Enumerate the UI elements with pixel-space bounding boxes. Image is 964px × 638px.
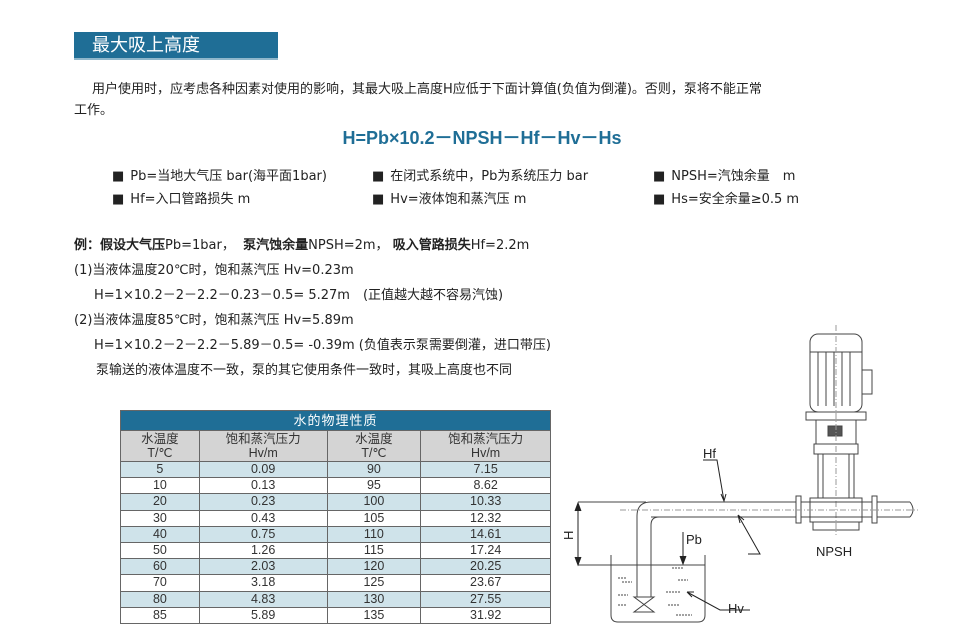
table-row: 85 5.89 135 31.92 <box>120 606 551 624</box>
table-cell: 2.03 <box>198 558 328 576</box>
table-cell: 3.18 <box>198 574 328 592</box>
pb-label: Pb <box>686 532 702 547</box>
table-cell: 14.61 <box>420 525 551 543</box>
table-cell: 60 <box>120 558 200 576</box>
table-cell: 4.83 <box>198 590 328 608</box>
value: NPSH=2m， <box>308 238 389 253</box>
value: Pb=1bar， <box>165 238 235 253</box>
table-cell: 10 <box>120 477 200 495</box>
table-cell: 80 <box>120 590 200 608</box>
dimension-arrows <box>574 459 761 611</box>
table-row: 20 0.23 100 10.33 <box>120 493 551 511</box>
table-cell: 130 <box>326 590 422 608</box>
npsh-label: NPSH <box>816 544 852 559</box>
table-caption: 水的物理性质 <box>120 410 551 431</box>
example-assumptions: 例：假设大气压Pb=1bar， 泵汽蚀余量NPSH=2m， 吸入管路损失Hf=2… <box>74 234 529 253</box>
hv-label: Hv <box>728 601 744 616</box>
table-cell: 20.25 <box>420 558 551 576</box>
table-row: 70 3.18 125 23.67 <box>120 574 551 592</box>
column-header: 饱和蒸汽压力 Hv/m <box>420 430 551 462</box>
column-header: 水温度 T/℃ <box>120 430 200 462</box>
label: 吸入管路损失 <box>392 238 471 253</box>
example-case-1: (1)当液体温度20℃时，饱和蒸汽压 Hv=0.23m <box>74 263 354 278</box>
table-cell: 20 <box>120 493 200 511</box>
table-cell: 0.75 <box>198 525 328 543</box>
table-cell: 50 <box>120 541 200 560</box>
table-cell: 120 <box>326 558 422 576</box>
example-calc-2: H=1×10.2－2－2.2－5.89－0.5= -0.39m (负值表示泵需要… <box>94 338 551 353</box>
table-cell: 135 <box>326 606 422 624</box>
table-row: 30 0.43 105 12.32 <box>120 509 551 527</box>
formula: H=Pb×10.2－NPSH－Hf－Hv－Hs <box>342 128 622 148</box>
table-cell: 70 <box>120 574 200 592</box>
table-cell: 8.62 <box>420 477 551 495</box>
pump-installation-diagram: Hf H Pb NPSH Hv <box>561 325 918 623</box>
table-cell: 17.24 <box>420 541 551 560</box>
table-cell: 90 <box>326 460 422 479</box>
table-row: 40 0.75 110 14.61 <box>120 525 551 543</box>
legend-item: 在闭式系统中，Pb为系统压力 bar <box>372 165 588 184</box>
label: 例：假设大气压 <box>74 238 166 253</box>
table-cell: 5 <box>120 460 200 479</box>
table-row: 10 0.13 95 8.62 <box>120 477 551 495</box>
intro-text: 用户使用时，应考虑各种因素对使用的影响，其最大吸上高度H应低于下面计算值(负值为… <box>92 82 762 97</box>
table-cell: 5.89 <box>198 606 328 624</box>
motor <box>805 325 873 535</box>
tank <box>578 501 706 623</box>
water-properties-table: 水的物理性质 水温度 T/℃ 饱和蒸汽压力 Hv/m 水温度 T/℃ 饱和蒸汽压力 Hv/m … <box>120 410 551 624</box>
table-cell: 7.15 <box>420 460 551 479</box>
hf-label: Hf <box>703 446 716 461</box>
table-row: 5 0.09 90 7.15 <box>120 460 551 479</box>
table-row: 50 1.26 115 17.24 <box>120 541 551 560</box>
table-cell: 30 <box>120 509 200 527</box>
table-cell: 95 <box>326 477 422 495</box>
value: Hf=2.2m <box>470 238 530 253</box>
table-cell: 0.23 <box>198 493 328 511</box>
table-row: 80 4.83 130 27.55 <box>120 590 551 608</box>
column-header: 水温度 T/℃ <box>326 430 422 462</box>
h-label: H <box>561 531 576 540</box>
legend-item: Pb=当地大气压 bar(海平面1bar) <box>112 165 327 184</box>
table-cell: 10.33 <box>420 493 551 511</box>
table-cell: 105 <box>326 509 422 527</box>
table-cell: 40 <box>120 525 200 543</box>
table-cell: 110 <box>326 525 422 543</box>
legend-item: Hf=入口管路损失 m <box>112 188 250 207</box>
table-cell: 0.09 <box>198 460 328 479</box>
table-cell: 115 <box>326 541 422 560</box>
table-cell: 0.43 <box>198 509 328 527</box>
table-row: 60 2.03 120 20.25 <box>120 558 551 576</box>
column-header: 饱和蒸汽压力 Hv/m <box>198 430 328 462</box>
legend-item: Hs=安全余量≥0.5 m <box>653 188 799 207</box>
table-cell: 125 <box>326 574 422 592</box>
legend-item: Hv=液体饱和蒸汽压 m <box>372 188 526 207</box>
pipe <box>620 495 918 613</box>
legend-item: NPSH=汽蚀余量 m <box>653 165 795 184</box>
table-cell: 0.13 <box>198 477 328 495</box>
table-cell: 1.26 <box>198 541 328 560</box>
example-note: 泵输送的液体温度不一致，泵的其它使用条件一致时，其吸上高度也不同 <box>96 363 513 378</box>
table-cell: 31.92 <box>420 606 551 624</box>
table-cell: 27.55 <box>420 590 551 608</box>
table-cell: 12.32 <box>420 509 551 527</box>
table-cell: 23.67 <box>420 574 551 592</box>
intro-text-cont: 工作。 <box>74 103 114 118</box>
table-cell: 85 <box>120 606 200 624</box>
label: 泵汽蚀余量 <box>243 238 309 253</box>
example-case-2: (2)当液体温度85℃时，饱和蒸汽压 Hv=5.89m <box>74 313 354 328</box>
example-calc-1: H=1×10.2－2－2.2－0.23－0.5= 5.27m (正值越大越不容易… <box>94 288 504 303</box>
table-cell: 100 <box>326 493 422 511</box>
section-title: 最大吸上高度 <box>74 32 278 60</box>
